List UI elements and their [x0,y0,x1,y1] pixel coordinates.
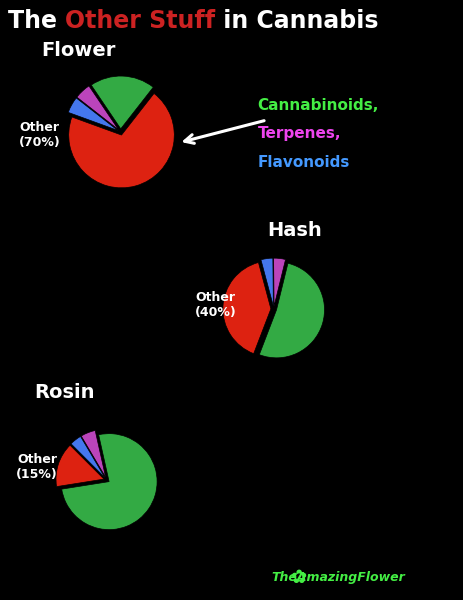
Text: in Cannabis: in Cannabis [215,10,378,34]
Text: Other
(15%): Other (15%) [16,453,58,481]
Wedge shape [77,86,118,130]
Wedge shape [71,436,105,478]
Text: ✿: ✿ [290,568,307,587]
Text: Other
(70%): Other (70%) [19,121,60,149]
Wedge shape [69,94,174,188]
Text: TheAmazingFlower: TheAmazingFlower [271,571,405,584]
Wedge shape [273,258,285,306]
Wedge shape [81,430,106,478]
Text: Other
(40%): Other (40%) [194,291,236,319]
Text: Flower: Flower [42,41,116,61]
Wedge shape [222,262,270,353]
Text: Other Stuff: Other Stuff [65,10,215,34]
Text: Terpenes,: Terpenes, [257,127,340,142]
Text: The: The [8,10,65,34]
Wedge shape [62,434,157,530]
Wedge shape [68,98,118,130]
Text: Flavonoids: Flavonoids [257,155,349,170]
Text: Rosin: Rosin [35,383,95,403]
Wedge shape [260,258,273,306]
Text: Hash: Hash [267,221,321,241]
Text: Cannabinoids,: Cannabinoids, [257,97,378,113]
Wedge shape [91,76,153,129]
Wedge shape [259,263,324,358]
Wedge shape [56,445,104,487]
